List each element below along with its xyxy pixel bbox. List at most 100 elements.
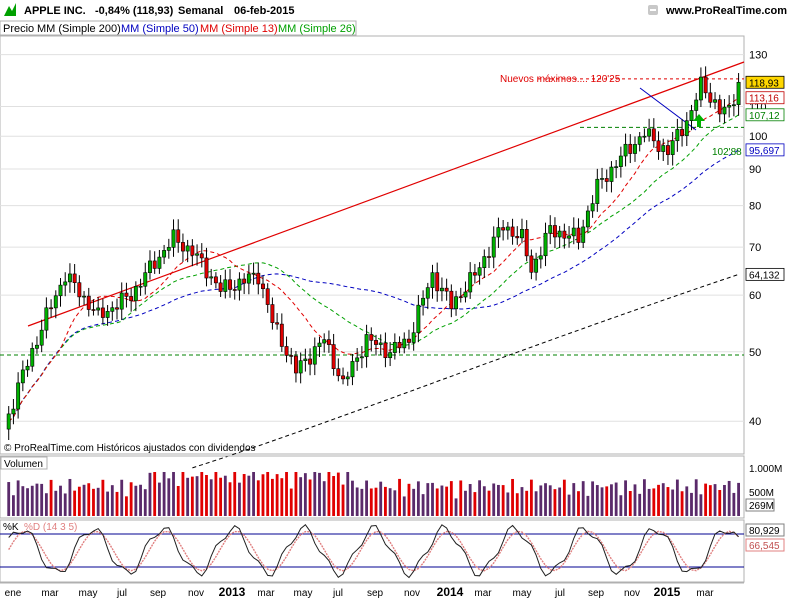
volume-bar: [534, 491, 538, 516]
candle-body: [684, 120, 689, 136]
candle-body: [129, 296, 134, 302]
volume-bar: [690, 492, 693, 516]
price-tick: 80: [749, 201, 761, 213]
volume-panel: Volumen 1.000M 500M 269M: [0, 455, 782, 519]
candle-body: [256, 272, 261, 285]
chart-icon: [4, 3, 16, 16]
volume-bar: [186, 477, 190, 516]
volume-bar: [416, 481, 420, 516]
date-label: 06-feb-2015: [234, 5, 295, 17]
volume-bar: [280, 478, 284, 516]
candle-body: [228, 279, 232, 290]
volume-last-box: [745, 498, 775, 512]
candle-body: [110, 307, 115, 312]
candle-body: [303, 358, 308, 361]
legend-sma26[interactable]: MM (Simple 26): [278, 23, 356, 35]
volume-bar: [190, 476, 194, 516]
volume-bar: [398, 478, 401, 516]
volume-bar: [374, 487, 378, 516]
header-bar: [0, 0, 800, 20]
volume-bar: [388, 488, 392, 516]
x-axis-label: mar: [696, 588, 714, 599]
volume-bar: [515, 493, 519, 516]
volume-bar: [539, 485, 543, 516]
volume-bar: [412, 488, 416, 516]
candle-body: [538, 255, 543, 260]
candle-body: [642, 135, 647, 138]
volume-bar: [77, 486, 81, 516]
candle-body: [468, 272, 473, 293]
volume-bar: [294, 472, 298, 516]
volume-bar: [59, 485, 62, 516]
legend-sma200[interactable]: MM (Simple 200): [37, 23, 121, 35]
price-marker-label: 64,132: [749, 270, 780, 281]
candle-body: [444, 287, 449, 292]
volume-bar: [647, 488, 651, 516]
candle-body: [190, 245, 195, 256]
price-tick: 60: [749, 290, 761, 302]
candle-body: [435, 272, 440, 292]
price-marker-box: [745, 91, 785, 105]
volume-bar: [285, 472, 288, 516]
candle-body: [261, 283, 265, 290]
volume-bar: [82, 484, 86, 516]
volume-bar: [96, 487, 100, 516]
new-high-annotation: Nuevos máximos.... 120'25: [500, 74, 621, 85]
candle-body: [378, 342, 383, 345]
candle-body: [25, 365, 30, 371]
x-axis-label: nov: [188, 588, 204, 599]
candle-body: [317, 342, 322, 347]
volume-bar: [595, 485, 599, 516]
candle-body: [204, 257, 209, 279]
volume-bar: [303, 473, 307, 516]
candle-body: [232, 289, 237, 291]
legend-price[interactable]: Precio: [3, 23, 34, 35]
volume-bar: [581, 481, 585, 516]
candle-body: [77, 282, 82, 298]
volume-bar: [727, 480, 731, 516]
volume-bar: [619, 495, 623, 516]
price-tick: 90: [749, 164, 761, 176]
site-url[interactable]: www.ProRealTime.com: [665, 5, 787, 17]
candle-body: [411, 332, 416, 343]
volume-bar: [266, 472, 270, 516]
candle-body: [246, 273, 251, 284]
candle-body: [524, 229, 529, 257]
volume-bar: [252, 472, 255, 516]
volume-bar: [732, 492, 736, 516]
volume-bar: [492, 483, 496, 516]
candle-body: [552, 225, 557, 238]
candle-body: [138, 285, 143, 288]
volume-bar: [445, 486, 449, 516]
candle-body: [585, 210, 590, 228]
candle-body: [562, 230, 567, 239]
candle-body: [270, 304, 275, 323]
price-tick: 50: [749, 347, 761, 359]
minimize-icon[interactable]: [648, 5, 658, 15]
volume-bar: [7, 482, 11, 516]
candle-body: [600, 178, 604, 180]
candle-body: [180, 242, 185, 252]
candle-body: [633, 144, 637, 154]
legend-sma50[interactable]: MM (Simple 50): [121, 23, 199, 35]
volume-bar: [685, 486, 689, 516]
legend-sma13[interactable]: MM (Simple 13): [200, 23, 278, 35]
candle-body: [369, 334, 374, 341]
candle-body: [6, 413, 11, 430]
volume-bar: [115, 491, 119, 516]
volume-bar: [355, 487, 359, 516]
volume-bar: [501, 485, 505, 516]
price-marker-label: 95,697: [749, 146, 780, 157]
volume-bar: [529, 479, 533, 516]
volume-bar: [332, 476, 336, 516]
volume-bar: [223, 475, 227, 516]
volume-bar: [586, 495, 590, 516]
candle-body: [171, 229, 176, 248]
x-axis-label: mar: [474, 588, 492, 599]
candle-body: [675, 129, 680, 142]
candle-body: [430, 272, 435, 288]
candle-body: [265, 288, 270, 305]
volume-bar: [275, 474, 279, 516]
x-axis-label: 2014: [437, 585, 464, 599]
